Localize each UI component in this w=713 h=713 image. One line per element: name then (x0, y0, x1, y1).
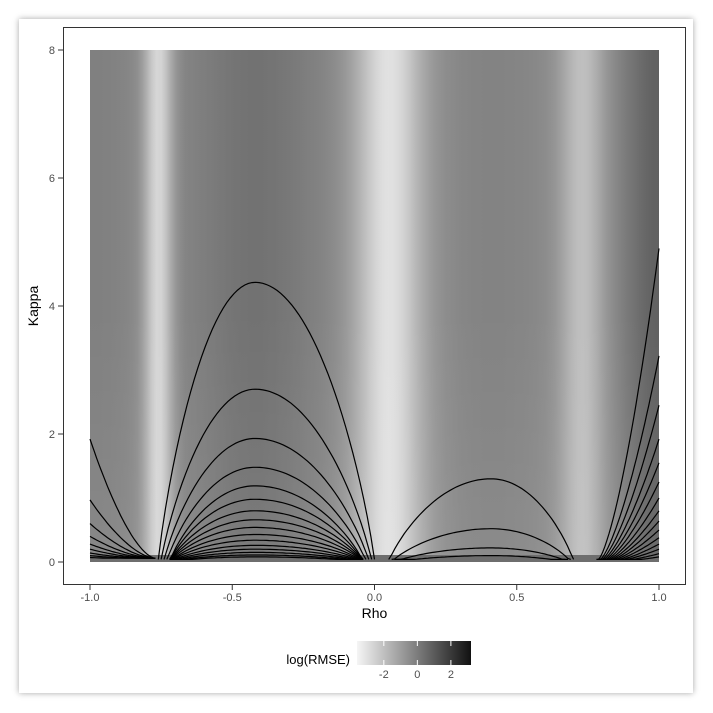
left-edge-contour (89, 523, 156, 559)
x-tick-label: 1.0 (651, 592, 666, 604)
x-tick-label: -1.0 (81, 592, 100, 604)
right-edge-contour (604, 510, 660, 560)
x-axis-title: Rho (362, 605, 388, 621)
right-edge-contour (602, 481, 660, 560)
right-edge-contour (603, 497, 660, 560)
y-axis-title: Kappa (25, 286, 41, 327)
x-axis: -1.0 -0.5 0.0 0.5 1.0 (81, 585, 667, 604)
right-lobe-contour (397, 555, 566, 560)
y-tick-label: 8 (49, 45, 55, 57)
colorbar-legend: log(RMSE) -2 0 2 (286, 641, 471, 681)
y-tick-label: 2 (49, 429, 55, 441)
y-tick-label: 4 (49, 301, 55, 313)
left-lobe-contour (166, 466, 367, 560)
left-lobe-contour (160, 388, 373, 560)
x-tick-label: -0.5 (223, 592, 242, 604)
left-lobe-contour (169, 556, 364, 560)
legend-tick-label: 2 (448, 669, 454, 681)
y-tick-label: 6 (49, 173, 55, 185)
y-axis: 0 2 4 6 8 (49, 45, 63, 569)
left-lobe-contour (169, 548, 364, 560)
left-lobe-contour (169, 526, 364, 560)
left-lobe-contour (169, 519, 364, 560)
left-lobe-contour (157, 281, 376, 560)
legend-tick-label: 0 (414, 669, 420, 681)
left-lobe-contour (169, 554, 364, 560)
left-lobe-contour (163, 437, 370, 560)
right-lobe-contour (388, 478, 575, 560)
left-lobe-contour (169, 551, 364, 560)
left-edge-contour (89, 438, 156, 559)
right-edge-contour (596, 248, 660, 560)
left-lobe-contour (169, 485, 364, 560)
left-lobe-contour (169, 498, 364, 560)
right-edge-contour (601, 462, 660, 560)
right-lobe-contour (394, 547, 568, 560)
right-edge-contour (599, 438, 660, 560)
heatmap-fade (90, 50, 659, 562)
right-edge-contour (610, 556, 660, 560)
legend-title: log(RMSE) (286, 652, 350, 667)
left-lobe-contour (169, 533, 364, 560)
y-tick-label: 0 (49, 557, 55, 569)
x-tick-label: 0.5 (509, 592, 524, 604)
legend-ticks: -2 0 2 (379, 641, 454, 681)
right-edge-contour (598, 405, 660, 560)
right-edge-contour (597, 355, 660, 560)
legend-colorbar (357, 641, 471, 665)
left-edge-contour (89, 499, 156, 559)
left-edge-contour (89, 556, 156, 559)
right-lobe-contour (391, 528, 571, 560)
x-tick-label: 0.0 (367, 592, 382, 604)
contour-lines (89, 248, 660, 560)
left-lobe-contour (169, 544, 364, 560)
legend-tick-label: -2 (379, 669, 389, 681)
left-lobe-contour (169, 539, 364, 560)
left-lobe-contour (169, 510, 364, 560)
